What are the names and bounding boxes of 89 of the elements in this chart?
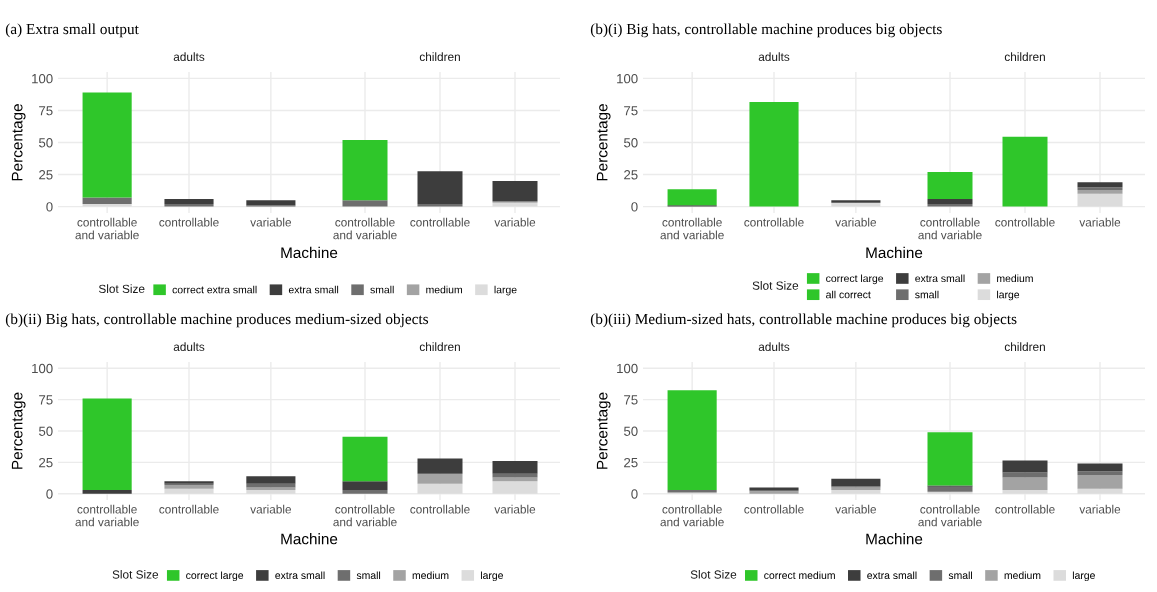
x-tick-label: controllable bbox=[995, 504, 1055, 514]
x-tick-label: controllable bbox=[410, 504, 470, 514]
x-tick-label: variable bbox=[1079, 504, 1121, 514]
chart-title: adults bbox=[173, 342, 205, 352]
legend-title: Slot Size bbox=[98, 284, 145, 294]
x-axis-title: Machine bbox=[281, 246, 338, 259]
legend-label: extra small bbox=[915, 274, 965, 283]
chart-title: adults bbox=[173, 52, 205, 62]
y-tick-label: 75 bbox=[39, 106, 53, 116]
y-tick-label: 75 bbox=[39, 395, 53, 405]
x-tick-label: variable bbox=[835, 217, 877, 227]
x-tick-label: controllable and variable bbox=[660, 217, 724, 240]
x-axis-title: Machine bbox=[866, 246, 923, 259]
y-tick-label: 75 bbox=[624, 106, 638, 116]
y-tick-label: 0 bbox=[631, 489, 638, 499]
x-tick-label: controllable bbox=[995, 217, 1055, 227]
y-tick-label: 100 bbox=[32, 363, 53, 374]
y-tick-label: 25 bbox=[624, 457, 638, 468]
text: (b)(iii) Medium-sized hats, controllable machine produces big objects bbox=[590, 313, 1017, 328]
legend-label: correct large bbox=[186, 571, 244, 582]
y-tick-label: 50 bbox=[38, 426, 53, 436]
legend-label: small bbox=[370, 285, 394, 294]
x-tick-label: controllable and variable bbox=[918, 504, 982, 527]
y-tick-label: 0 bbox=[46, 489, 53, 499]
x-axis-title: Machine bbox=[866, 533, 923, 545]
text: (a) Extra small output bbox=[5, 23, 139, 38]
chart-title: adults bbox=[758, 342, 790, 352]
chart-title: children bbox=[419, 52, 460, 62]
chart-title: children bbox=[1004, 52, 1045, 62]
y-tick-label: 0 bbox=[46, 202, 53, 212]
y-tick-label: 100 bbox=[617, 73, 638, 84]
y-axis-title: Percentage bbox=[11, 392, 26, 469]
legend-title: Slot Size bbox=[752, 281, 799, 290]
legend-label: large bbox=[494, 285, 517, 296]
legend-label: extra small bbox=[275, 571, 325, 580]
y-tick-label: 100 bbox=[617, 363, 638, 374]
legend-label: large bbox=[997, 290, 1020, 301]
x-tick-label: controllable and variable bbox=[660, 504, 724, 527]
x-axis-title: Machine bbox=[281, 533, 338, 545]
legend-title: Slot Size bbox=[112, 570, 159, 579]
y-tick-label: 100 bbox=[32, 73, 53, 84]
y-tick-label: 0 bbox=[631, 202, 638, 212]
chart-title: adults bbox=[758, 52, 790, 62]
legend-title: Slot Size bbox=[690, 570, 737, 579]
x-tick-label: variable bbox=[494, 504, 536, 514]
legend-label: medium bbox=[426, 285, 462, 294]
legend-label: medium bbox=[1004, 571, 1041, 580]
y-axis-title: Percentage bbox=[596, 104, 611, 181]
y-tick-label: 25 bbox=[39, 457, 53, 468]
x-tick-label: controllable and variable bbox=[75, 504, 139, 527]
x-tick-label: controllable and variable bbox=[333, 217, 397, 240]
x-tick-label: controllable and variable bbox=[918, 217, 982, 240]
y-tick-label: 50 bbox=[623, 138, 638, 148]
legend-label: small bbox=[948, 571, 972, 580]
legend-label: small bbox=[356, 571, 381, 580]
y-axis-title: Percentage bbox=[596, 392, 611, 469]
legend-label: correct extra small bbox=[172, 285, 257, 294]
x-tick-label: variable bbox=[835, 504, 877, 514]
x-tick-label: variable bbox=[250, 217, 292, 227]
y-tick-label: 25 bbox=[39, 170, 53, 180]
x-tick-label: controllable bbox=[159, 217, 219, 227]
legend-label: correct medium bbox=[764, 571, 835, 580]
y-tick-label: 25 bbox=[624, 170, 638, 180]
y-tick-label: 75 bbox=[624, 395, 638, 405]
x-tick-label: controllable bbox=[744, 504, 804, 514]
chart-title: children bbox=[1004, 342, 1045, 352]
x-tick-label: variable bbox=[1079, 217, 1121, 227]
legend-label: large bbox=[1072, 571, 1095, 582]
x-tick-label: variable bbox=[250, 504, 292, 514]
x-tick-label: controllable bbox=[410, 217, 470, 227]
x-tick-label: controllable and variable bbox=[75, 217, 139, 240]
legend-label: small bbox=[915, 290, 939, 299]
legend-label: medium bbox=[412, 571, 449, 580]
legend-label: extra small bbox=[288, 285, 339, 294]
x-tick-label: variable bbox=[494, 217, 536, 227]
chart-title: children bbox=[419, 342, 460, 352]
legend-label: all correct bbox=[826, 290, 871, 299]
text: (b)(ii) Big hats, controllable machine produces medium-sized objects bbox=[5, 313, 429, 328]
text: (b)(i) Big hats, controllable machine produces big objects bbox=[590, 23, 942, 38]
x-tick-label: controllable bbox=[159, 504, 219, 514]
x-tick-label: controllable bbox=[744, 217, 804, 227]
y-tick-label: 50 bbox=[623, 426, 638, 436]
legend-label: medium bbox=[997, 274, 1033, 283]
y-tick-label: 50 bbox=[38, 138, 53, 148]
x-tick-label: controllable and variable bbox=[333, 504, 397, 527]
legend-label: correct large bbox=[826, 274, 884, 285]
y-axis-title: Percentage bbox=[11, 104, 26, 181]
legend-label: large bbox=[480, 571, 503, 582]
legend-label: extra small bbox=[867, 571, 917, 580]
